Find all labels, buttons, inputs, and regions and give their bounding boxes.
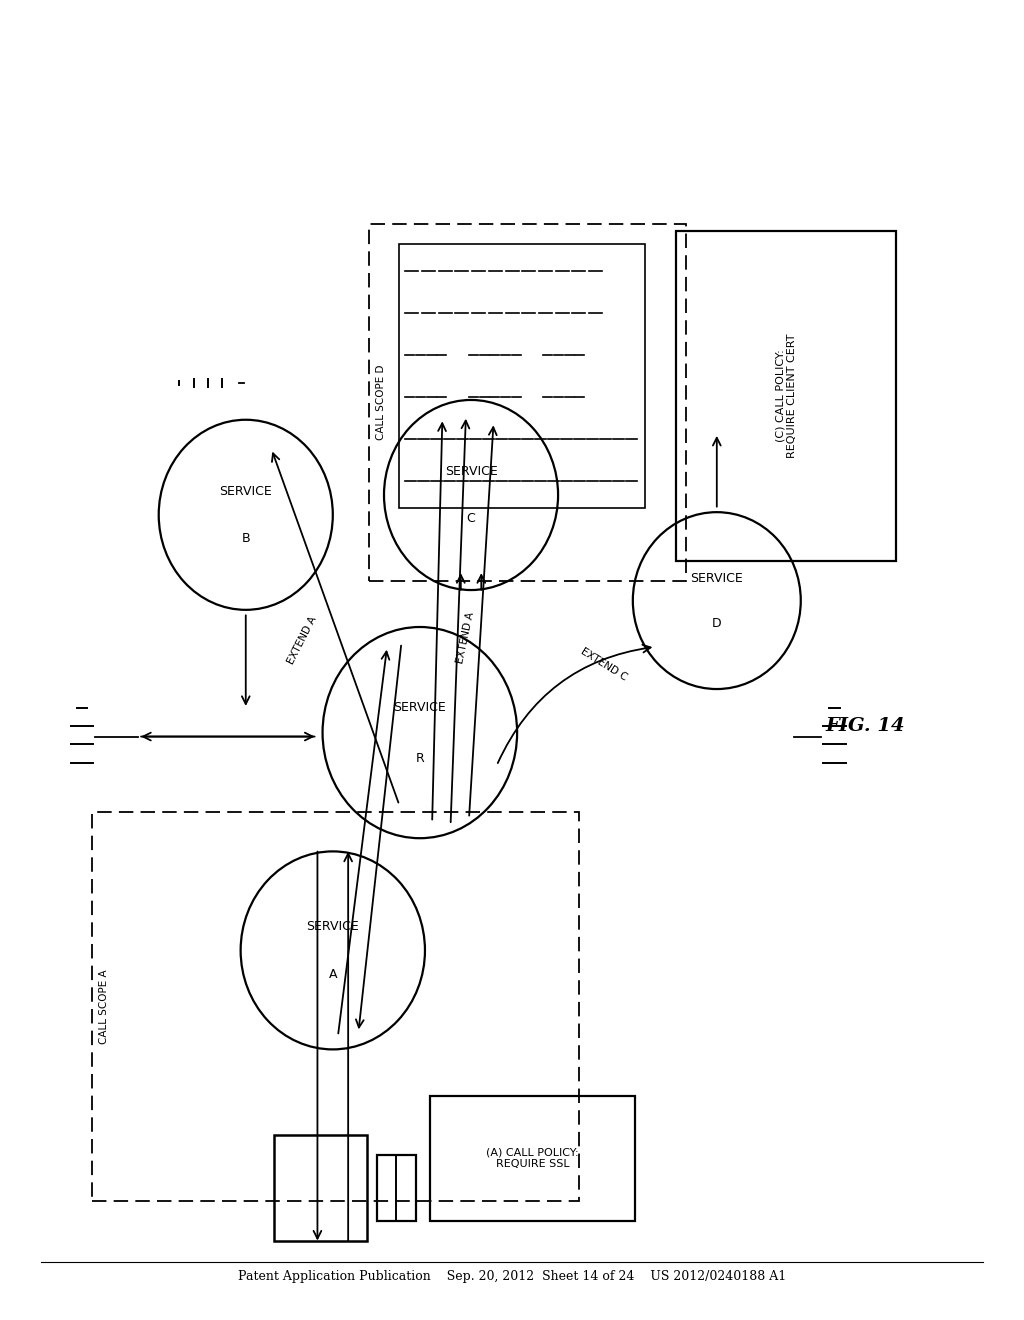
Text: EXTEND A: EXTEND A — [456, 611, 476, 664]
Text: (A) CALL POLICY:
REQUIRE SSL: (A) CALL POLICY: REQUIRE SSL — [486, 1147, 579, 1170]
Text: B: B — [242, 532, 250, 545]
Text: R: R — [416, 751, 424, 764]
Text: C: C — [467, 512, 475, 525]
Text: Patent Application Publication    Sep. 20, 2012  Sheet 14 of 24    US 2012/02401: Patent Application Publication Sep. 20, … — [238, 1270, 786, 1283]
Text: SERVICE: SERVICE — [219, 484, 272, 498]
Text: CALL SCOPE A: CALL SCOPE A — [99, 969, 110, 1044]
Text: SERVICE: SERVICE — [306, 920, 359, 932]
Text: SERVICE: SERVICE — [393, 701, 446, 714]
Text: EXTEND C: EXTEND C — [580, 645, 629, 682]
Text: FIG. 14: FIG. 14 — [825, 717, 905, 735]
Text: A: A — [329, 969, 337, 981]
Text: D: D — [712, 616, 722, 630]
Text: CALL SCOPE D: CALL SCOPE D — [376, 364, 386, 441]
Text: (C) CALL POLICY:
REQUIRE CLIENT CERT: (C) CALL POLICY: REQUIRE CLIENT CERT — [775, 334, 797, 458]
Text: SERVICE: SERVICE — [690, 572, 743, 585]
Text: EXTEND A: EXTEND A — [286, 615, 318, 665]
Text: SERVICE: SERVICE — [444, 465, 498, 478]
